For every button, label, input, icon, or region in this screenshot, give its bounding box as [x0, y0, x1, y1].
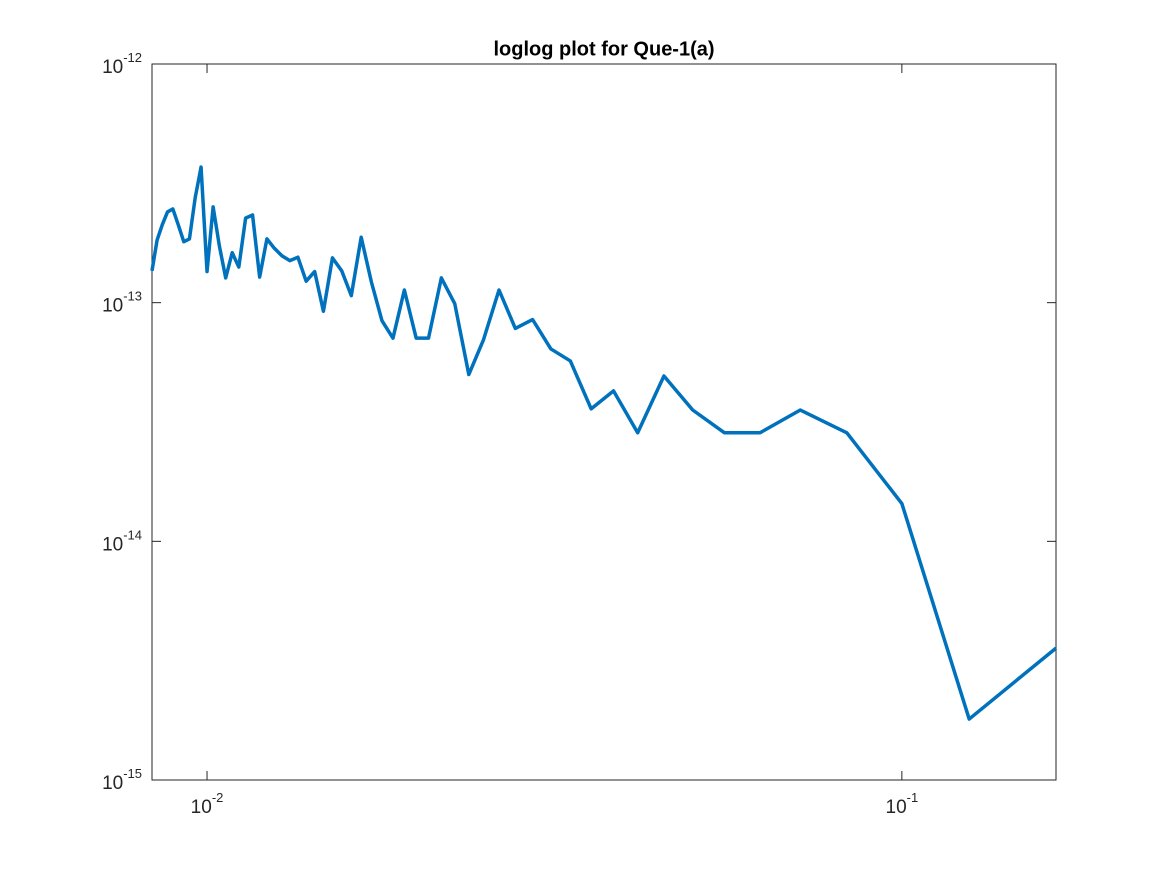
- axes-box: [151, 63, 1057, 781]
- chart-title: loglog plot for Que-1(a): [493, 38, 714, 60]
- data-line: [150, 165, 1058, 721]
